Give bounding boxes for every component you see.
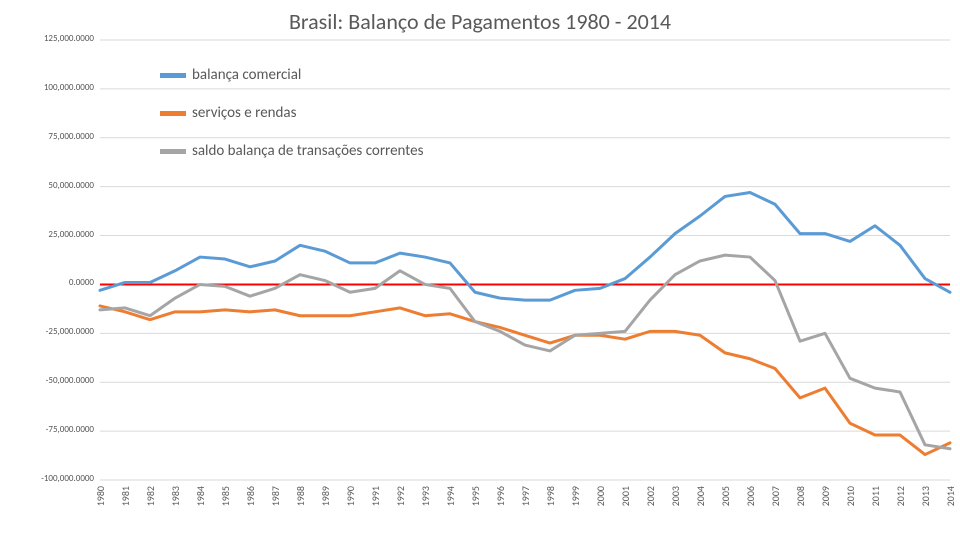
legend-item: serviços e rendas — [160, 104, 296, 122]
ytick-label: 25,000.0000 — [4, 229, 94, 240]
xtick-label: 1980 — [94, 486, 107, 506]
xtick-label: 1995 — [469, 486, 482, 506]
xtick-label: 2010 — [844, 486, 857, 506]
xtick-label: 2005 — [719, 486, 732, 506]
xtick-label: 2001 — [619, 486, 632, 506]
legend-item: saldo balança de transações correntes — [160, 142, 423, 160]
ytick-label: 125,000.0000 — [4, 33, 94, 44]
legend-label: balança comercial — [192, 66, 301, 84]
xtick-label: 2000 — [594, 486, 607, 506]
ytick-label: -100,000.0000 — [4, 473, 94, 484]
xtick-label: 1991 — [369, 486, 382, 506]
ytick-label: -50,000.0000 — [4, 375, 94, 386]
xtick-label: 1993 — [419, 486, 432, 506]
xtick-label: 1999 — [569, 486, 582, 506]
xtick-label: 1982 — [144, 486, 157, 506]
ytick-label: -75,000.0000 — [4, 424, 94, 435]
legend-swatch — [160, 73, 186, 78]
xtick-label: 2003 — [669, 486, 682, 506]
xtick-label: 1985 — [219, 486, 232, 506]
ytick-label: 50,000.0000 — [4, 180, 94, 191]
xtick-label: 1996 — [494, 486, 507, 506]
legend-swatch — [160, 149, 186, 154]
legend-label: saldo balança de transações correntes — [192, 142, 423, 160]
xtick-label: 2007 — [769, 486, 782, 506]
legend-item: balança comercial — [160, 66, 301, 84]
xtick-label: 1986 — [244, 486, 257, 506]
xtick-label: 1989 — [319, 486, 332, 506]
xtick-label: 1988 — [294, 486, 307, 506]
xtick-label: 1984 — [194, 486, 207, 506]
xtick-label: 1992 — [394, 486, 407, 506]
xtick-label: 1987 — [269, 486, 282, 506]
ytick-label: 75,000.0000 — [4, 131, 94, 142]
xtick-label: 1990 — [344, 486, 357, 506]
xtick-label: 2012 — [894, 486, 907, 506]
xtick-label: 2002 — [644, 486, 657, 506]
ytick-label: 100,000.0000 — [4, 82, 94, 93]
xtick-label: 2014 — [944, 486, 957, 506]
xtick-label: 2006 — [744, 486, 757, 506]
ytick-label: 0.0000 — [4, 277, 94, 288]
legend-label: serviços e rendas — [192, 104, 296, 122]
ytick-label: -25,000.0000 — [4, 326, 94, 337]
xtick-label: 1994 — [444, 486, 457, 506]
xtick-label: 1981 — [119, 486, 132, 506]
chart-plot-area — [0, 0, 960, 540]
xtick-label: 1998 — [544, 486, 557, 506]
xtick-label: 1983 — [169, 486, 182, 506]
xtick-label: 2011 — [869, 486, 882, 506]
xtick-label: 2013 — [919, 486, 932, 506]
xtick-label: 1997 — [519, 486, 532, 506]
xtick-label: 2009 — [819, 486, 832, 506]
xtick-label: 2008 — [794, 486, 807, 506]
legend-swatch — [160, 111, 186, 116]
xtick-label: 2004 — [694, 486, 707, 506]
series-line-1 — [100, 306, 950, 455]
